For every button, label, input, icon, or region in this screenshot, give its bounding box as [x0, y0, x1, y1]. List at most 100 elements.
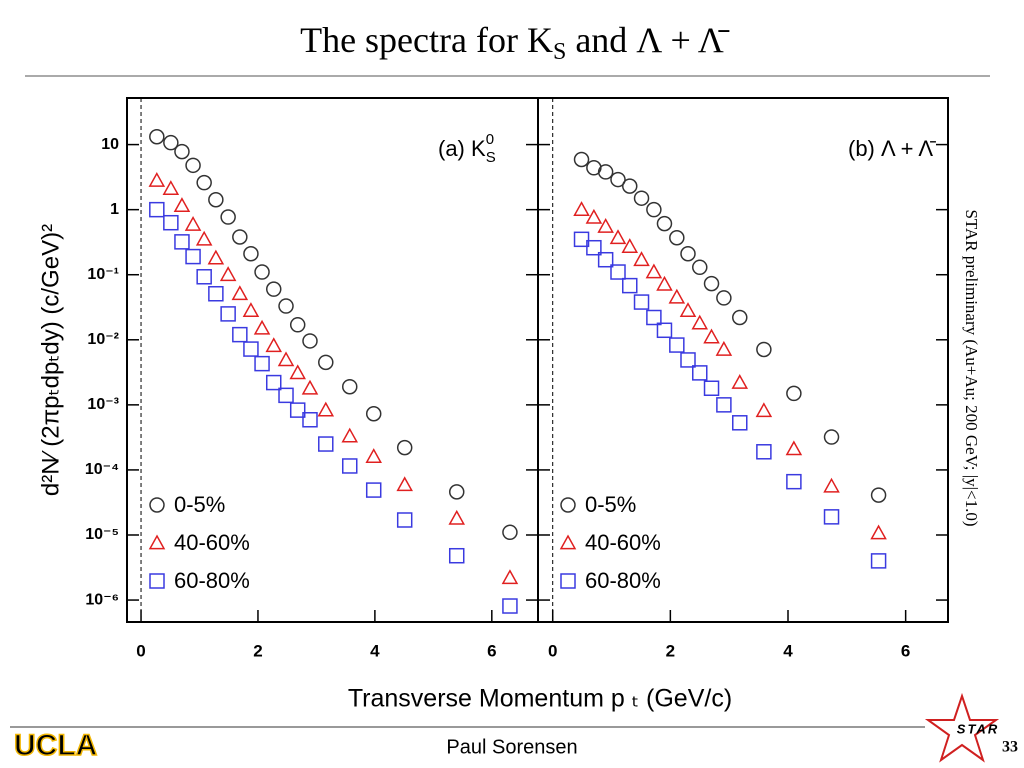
- data-point: [278, 387, 294, 404]
- y-tick-label: 10⁻²: [87, 331, 119, 348]
- data-point: [265, 374, 282, 391]
- data-point: [680, 246, 696, 262]
- data-point: [756, 341, 772, 358]
- y-tick-label: 10: [101, 136, 119, 153]
- legend-label: 40-60%: [585, 530, 661, 555]
- x-tick-label: 2: [253, 641, 262, 660]
- x-tick-label: 0: [548, 641, 557, 660]
- data-point: [716, 397, 732, 413]
- data-point: [232, 326, 248, 343]
- data-point: [220, 209, 236, 225]
- data-point: [502, 598, 518, 614]
- data-point: [163, 134, 179, 151]
- data-point: [195, 230, 213, 246]
- data-point: [656, 215, 673, 232]
- data-point: [633, 190, 650, 206]
- data-point: [185, 248, 201, 265]
- data-point: [597, 164, 614, 180]
- data-point: [633, 294, 650, 310]
- title-sub: S: [553, 39, 566, 65]
- data-point: [646, 201, 662, 218]
- data-point: [679, 302, 697, 318]
- data-point: [265, 337, 283, 353]
- x-tick-label: 6: [901, 641, 910, 660]
- data-point: [365, 405, 382, 422]
- panel-label: (a) KS0: [438, 131, 496, 166]
- data-point: [573, 201, 590, 217]
- legend-marker: [559, 534, 577, 550]
- data-point: [174, 234, 190, 250]
- star-logo-shape: [924, 692, 1000, 763]
- data-point: [823, 429, 840, 445]
- data-point: [680, 352, 696, 368]
- data-point: [501, 569, 519, 585]
- data-point: [732, 309, 748, 326]
- data-point: [243, 341, 259, 357]
- panel-label-sup: 0: [486, 131, 494, 148]
- page-number: 33: [1002, 739, 1018, 756]
- data-point: [755, 402, 773, 418]
- data-point: [609, 229, 627, 245]
- y-tick-label: 10⁻³: [87, 396, 119, 413]
- data-point: [732, 415, 748, 431]
- data-point: [448, 547, 465, 564]
- data-point: [669, 230, 685, 246]
- data-point: [232, 229, 248, 245]
- data-point: [645, 263, 663, 279]
- data-point: [646, 309, 662, 326]
- data-point: [341, 378, 358, 395]
- legend-marker: [560, 573, 576, 589]
- data-point: [715, 340, 733, 356]
- x-tick-label: 6: [487, 641, 496, 660]
- y-tick-label: 10⁻⁵: [85, 526, 119, 543]
- data-point: [573, 151, 590, 168]
- data-point: [396, 439, 413, 456]
- data-point: [318, 436, 334, 452]
- data-point: [317, 401, 335, 417]
- data-point: [448, 484, 465, 500]
- data-point: [149, 128, 165, 145]
- data-point: [716, 290, 732, 306]
- data-point: [597, 251, 614, 268]
- title-main: The spectra for K: [300, 20, 553, 60]
- legend-label: 0-5%: [174, 492, 225, 517]
- data-point: [301, 379, 319, 395]
- data-point: [786, 385, 802, 402]
- x-tick-label: 4: [783, 641, 793, 660]
- data-point: [621, 238, 639, 254]
- data-point: [341, 458, 358, 474]
- data-point: [219, 266, 237, 282]
- data-point: [396, 512, 413, 528]
- data-point: [231, 285, 249, 301]
- data-point: [610, 264, 626, 280]
- title-rest: and Λ + Λ̄: [566, 20, 730, 60]
- data-point: [703, 275, 720, 292]
- panel-label-sub: S: [486, 149, 496, 166]
- data-point: [254, 355, 270, 372]
- data-point: [703, 328, 720, 344]
- data-point: [656, 275, 673, 291]
- data-point: [242, 302, 260, 318]
- data-point: [302, 333, 318, 349]
- data-point: [668, 288, 686, 304]
- legend-marker: [149, 573, 165, 589]
- author: Paul Sorensen: [446, 736, 577, 758]
- x-tick-label: 4: [370, 641, 380, 660]
- data-point: [162, 180, 180, 196]
- data-point: [148, 172, 166, 187]
- y-tick-label: 10⁻⁶: [85, 591, 119, 608]
- panel-label-main: (b) Λ + Λ̄: [848, 136, 936, 161]
- data-point: [448, 509, 466, 525]
- y-tick-label: 10⁻⁴: [85, 461, 119, 478]
- data-point: [502, 524, 518, 541]
- data-point: [318, 354, 334, 371]
- data-point: [870, 524, 887, 540]
- data-point: [163, 214, 179, 231]
- side-note: STAR preliminary (Au+Au; 200 GeV; |y|<1.…: [962, 209, 981, 526]
- data-point: [785, 440, 803, 456]
- data-point: [633, 251, 650, 267]
- data-point: [786, 473, 802, 490]
- data-point: [289, 364, 306, 380]
